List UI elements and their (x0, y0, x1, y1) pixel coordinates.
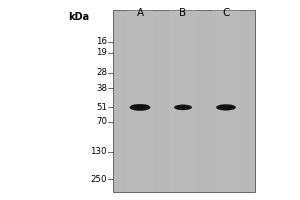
Text: 250: 250 (91, 175, 107, 184)
Bar (126, 10, 154, 192)
Text: 16: 16 (96, 37, 107, 46)
Text: kDa: kDa (68, 12, 89, 22)
Text: 130: 130 (91, 147, 107, 156)
Bar (212, 10, 240, 192)
Text: 70: 70 (96, 117, 107, 126)
Text: 28: 28 (96, 68, 107, 77)
Bar (113, 10, 255, 192)
Ellipse shape (174, 105, 192, 110)
Text: 19: 19 (96, 48, 107, 57)
Text: 38: 38 (96, 84, 107, 93)
Ellipse shape (130, 104, 150, 111)
Text: B: B (179, 8, 187, 18)
Ellipse shape (216, 104, 236, 110)
Text: 51: 51 (96, 103, 107, 112)
Text: A: A (136, 8, 144, 18)
Text: C: C (222, 8, 230, 18)
Bar (169, 10, 197, 192)
